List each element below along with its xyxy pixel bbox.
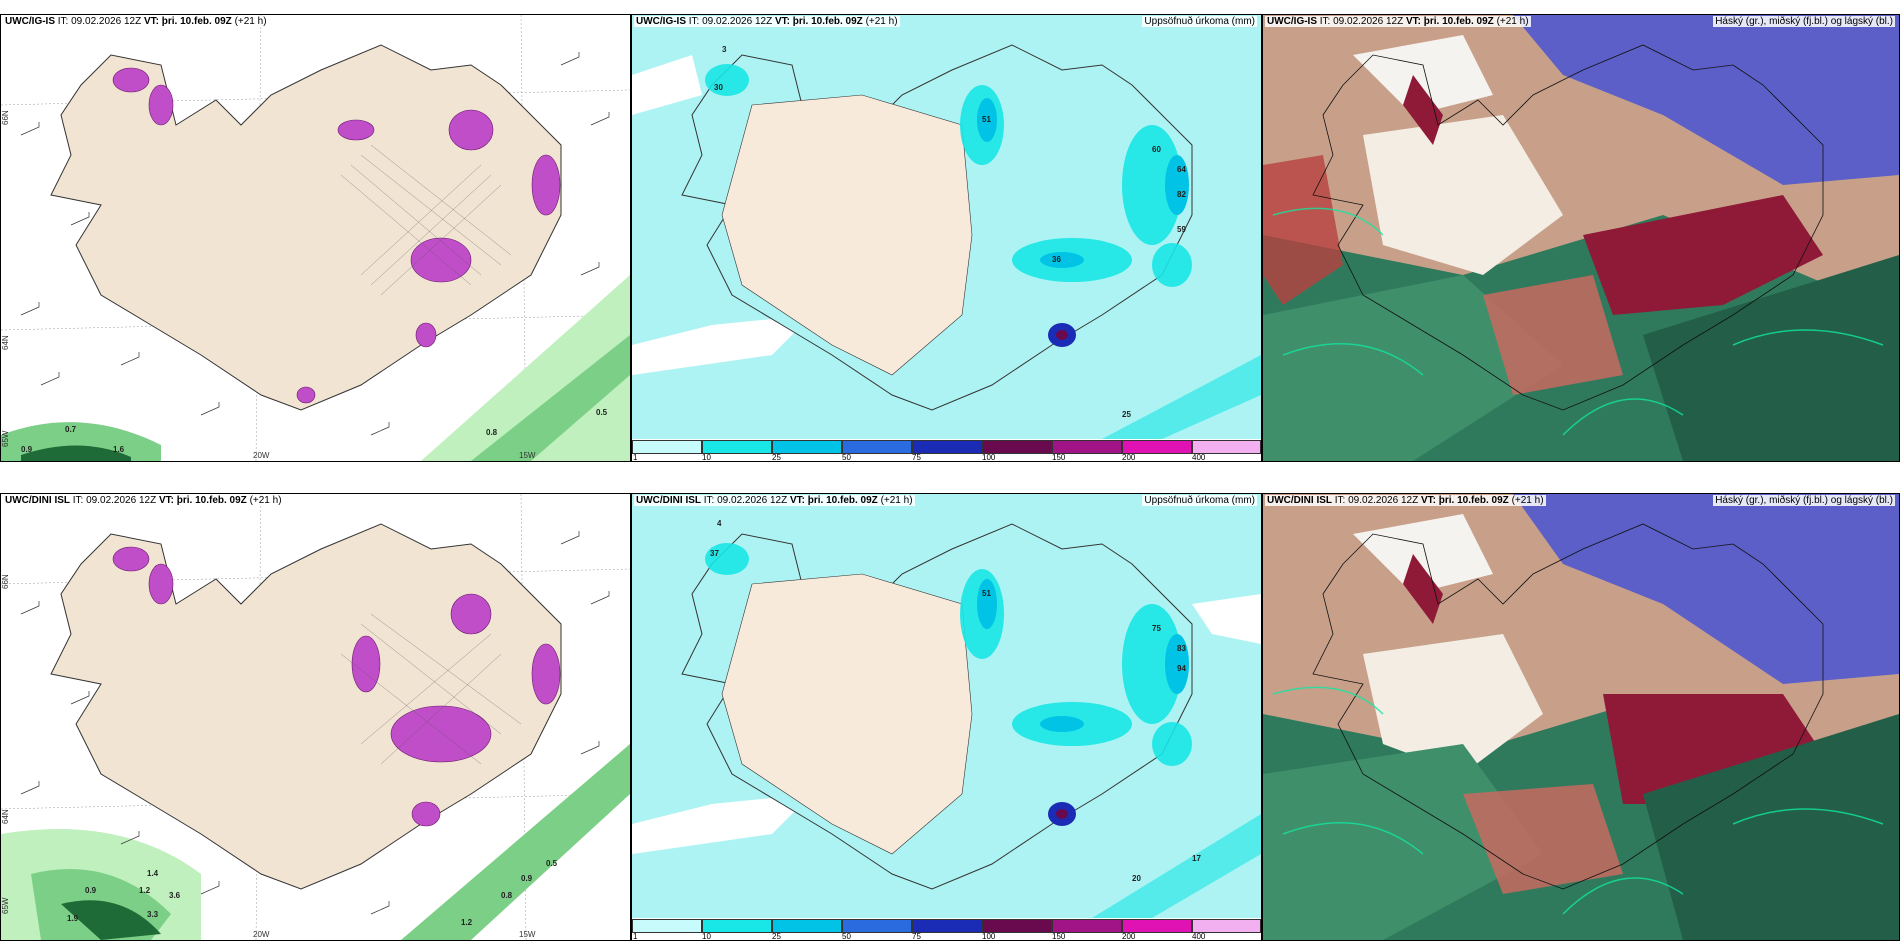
value-label: 0.7: [65, 425, 77, 434]
map-panel-precip-dini-isl: UWC/DINI ISL IT: 09.02.2026 12Z VT: þri.…: [631, 493, 1262, 941]
lon-label: 15W: [519, 930, 536, 939]
lat-label: 66N: [1, 574, 10, 589]
colorbar-tick: 400: [1192, 932, 1206, 941]
value-label: 0.5: [546, 859, 558, 868]
colorbar-tick: 50: [842, 453, 851, 462]
panel-title: UWC/DINI ISL IT: 09.02.2026 12Z VT: þri.…: [3, 495, 284, 506]
value-label: 17: [1192, 854, 1201, 863]
panel-right-title: Uppsöfnuð úrkoma (mm): [1142, 16, 1257, 27]
lon-label: 20W: [253, 451, 270, 460]
value-label: 0.5: [596, 408, 608, 417]
value-label: 51: [982, 115, 991, 124]
map-panel-precip-ig-is: UWC/IG-IS IT: 09.02.2026 12Z VT: þri. 10…: [631, 14, 1262, 462]
colorbar-tick: 25: [772, 453, 781, 462]
lon-label: 20W: [253, 930, 270, 939]
panel-title: UWC/DINI ISL IT: 09.02.2026 12Z VT: þri.…: [1265, 495, 1546, 506]
colorbar-tick: 75: [912, 932, 921, 941]
cloud-map: [1263, 494, 1899, 940]
value-label: 1.2: [139, 886, 151, 895]
value-label: 1.6: [113, 445, 125, 454]
colorbar-tick: 1: [633, 453, 638, 462]
colorbar-tick: 400: [1192, 453, 1206, 462]
value-label: 51: [982, 589, 991, 598]
colorbar-tick: 75: [912, 453, 921, 462]
map-panel-snow-ig-is: UWC/IG-IS IT: 09.02.2026 12Z VT: þri. 10…: [0, 14, 631, 462]
lat-label: 65W: [1, 430, 10, 447]
panel-title: UWC/IG-IS IT: 09.02.2026 12Z VT: þri. 10…: [3, 16, 269, 27]
value-label: 82: [1177, 190, 1186, 199]
value-label: 94: [1177, 664, 1186, 673]
value-label: 0.9: [521, 874, 533, 883]
panel-right-title: Uppsöfnuð úrkoma (mm): [1142, 495, 1257, 506]
panel-title: UWC/DINI ISL IT: 09.02.2026 12Z VT: þri.…: [634, 495, 915, 506]
lat-label: 66N: [1, 110, 10, 125]
value-label: 75: [1152, 624, 1161, 633]
colorbar-tick: 10: [702, 453, 711, 462]
value-label: 0.9: [21, 445, 33, 454]
panel-right-title: Háský (gr.), miðský (fj.bl.) og lágský (…: [1713, 16, 1895, 27]
map-panel-clouds-dini-isl: UWC/DINI ISL IT: 09.02.2026 12Z VT: þri.…: [1262, 493, 1900, 941]
precip-map: [632, 15, 1261, 439]
value-label: 36: [1052, 255, 1061, 264]
value-label: 3.6: [169, 891, 181, 900]
colorbar-tick: 100: [982, 453, 996, 462]
value-label: 83: [1177, 644, 1186, 653]
value-label: 59: [1177, 225, 1186, 234]
colorbar: 1 10 25 50 75 100 150 200 400: [632, 439, 1261, 461]
lat-label: 65W: [1, 897, 10, 914]
colorbar-tick: 10: [702, 932, 711, 941]
value-label: 37: [710, 549, 719, 558]
map-panel-clouds-ig-is: UWC/IG-IS IT: 09.02.2026 12Z VT: þri. 10…: [1262, 14, 1900, 462]
cloud-map: [1263, 15, 1899, 461]
precip-map: [632, 494, 1261, 918]
colorbar-tick: 100: [982, 932, 996, 941]
snow-map: [1, 494, 630, 940]
value-label: 4: [717, 519, 722, 528]
lat-label: 64N: [1, 809, 10, 824]
value-label: 0.9: [85, 886, 97, 895]
value-label: 20: [1132, 874, 1141, 883]
value-label: 1.4: [147, 869, 159, 878]
colorbar-tick: 1: [633, 932, 638, 941]
value-label: 25: [1122, 410, 1131, 419]
colorbar-tick: 200: [1122, 453, 1136, 462]
value-label: 0.8: [486, 428, 498, 437]
panel-title: UWC/IG-IS IT: 09.02.2026 12Z VT: þri. 10…: [1265, 16, 1531, 27]
colorbar-tick: 25: [772, 932, 781, 941]
value-label: 1.2: [461, 918, 473, 927]
value-label: 30: [714, 83, 723, 92]
colorbar: 1 10 25 50 75 100 150 200 400: [632, 918, 1261, 940]
value-label: 3.3: [147, 910, 159, 919]
value-label: 60: [1152, 145, 1161, 154]
panel-title: UWC/IG-IS IT: 09.02.2026 12Z VT: þri. 10…: [634, 16, 900, 27]
colorbar-tick: 200: [1122, 932, 1136, 941]
value-label: 3: [722, 45, 727, 54]
value-label: 0.8: [501, 891, 513, 900]
colorbar-tick: 150: [1052, 453, 1066, 462]
map-panel-snow-dini-isl: UWC/DINI ISL IT: 09.02.2026 12Z VT: þri.…: [0, 493, 631, 941]
colorbar-tick: 150: [1052, 932, 1066, 941]
value-label: 64: [1177, 165, 1186, 174]
snow-map: [1, 15, 630, 461]
colorbar-tick: 50: [842, 932, 851, 941]
value-label: 1.9: [67, 914, 79, 923]
panel-right-title: Háský (gr.), miðský (fj.bl.) og lágský (…: [1713, 495, 1895, 506]
lon-label: 15W: [519, 451, 536, 460]
lat-label: 64N: [1, 335, 10, 350]
